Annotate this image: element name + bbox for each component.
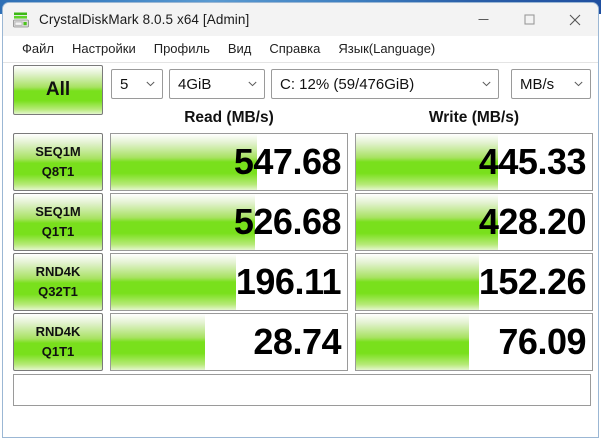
read-score-value: 196.11 xyxy=(235,261,342,302)
write-column-header: Write (MB/s) xyxy=(428,109,520,126)
read-column-header: Read (MB/s) xyxy=(184,109,274,126)
drive-select-value: C: 12% (59/476GiB) xyxy=(280,75,415,93)
test-label-line1: RND4K xyxy=(35,323,81,339)
drive-select-dropdown[interactable]: C: 12% (59/476GiB) xyxy=(271,69,499,99)
window-controls xyxy=(460,3,598,36)
read-score-cell: 28.74 xyxy=(110,313,348,371)
write-score-cell: 428.20 xyxy=(355,193,593,251)
write-score-value: 428.20 xyxy=(478,201,587,242)
close-button[interactable] xyxy=(552,3,598,36)
read-score-value: 28.74 xyxy=(253,321,341,362)
menu-item-profile[interactable]: Профиль xyxy=(153,41,210,56)
chevron-down-icon xyxy=(144,81,156,87)
test-count-value: 5 xyxy=(120,75,129,93)
read-score-cell: 547.68 xyxy=(110,133,348,191)
table-row: SEQ1M Q1T1 526.68 428.20 xyxy=(3,193,598,251)
title-bar: CrystalDiskMark 8.0.5 x64 [Admin] xyxy=(3,3,598,36)
write-bar-fill xyxy=(356,254,479,310)
menu-bar: Файл Настройки Профиль Вид Справка Язык(… xyxy=(3,36,598,63)
test-label-line1: SEQ1M xyxy=(35,143,81,159)
table-row: RND4K Q32T1 196.11 152.26 xyxy=(3,253,598,311)
unit-value: MB/s xyxy=(520,75,555,93)
read-score-value: 547.68 xyxy=(233,141,342,182)
read-score-cell: 196.11 xyxy=(110,253,348,311)
test-count-dropdown[interactable]: 5 xyxy=(111,69,163,99)
test-label-line2: Q1T1 xyxy=(41,344,75,359)
write-score-cell: 445.33 xyxy=(355,133,593,191)
crystaldiskmark-app-icon xyxy=(12,11,30,29)
chevron-down-icon xyxy=(246,81,258,87)
read-bar-fill xyxy=(111,134,258,190)
test-label-line2: Q8T1 xyxy=(41,164,75,179)
test-label-rnd4k-q32t1[interactable]: RND4K Q32T1 xyxy=(13,253,103,311)
write-bar-fill xyxy=(356,314,470,370)
table-row: RND4K Q1T1 28.74 76.09 xyxy=(3,313,598,371)
table-row: SEQ1M Q8T1 547.68 445.33 xyxy=(3,133,598,191)
write-score-value: 76.09 xyxy=(498,321,586,362)
write-score-value: 152.26 xyxy=(478,261,587,302)
test-label-rnd4k-q1t1[interactable]: RND4K Q1T1 xyxy=(13,313,103,371)
test-label-line2: Q1T1 xyxy=(41,224,75,239)
test-label-line2: Q32T1 xyxy=(38,284,78,299)
test-label-line1: RND4K xyxy=(35,263,81,279)
test-size-value: 4GiB xyxy=(178,75,212,93)
test-label-seq1m-q1t1[interactable]: SEQ1M Q1T1 xyxy=(13,193,103,251)
window-title: CrystalDiskMark 8.0.5 x64 [Admin] xyxy=(39,12,250,27)
menu-item-language[interactable]: Язык(Language) xyxy=(338,41,436,56)
chevron-down-icon xyxy=(572,81,584,87)
maximize-button[interactable] xyxy=(506,3,552,36)
run-all-button[interactable]: All xyxy=(13,65,103,115)
status-bar xyxy=(13,374,591,406)
chevron-down-icon xyxy=(480,81,492,87)
read-bar-fill xyxy=(111,254,237,310)
write-score-cell: 76.09 xyxy=(355,313,593,371)
menu-item-file[interactable]: Файл xyxy=(22,41,54,56)
minimize-button[interactable] xyxy=(460,3,506,36)
menu-item-settings[interactable]: Настройки xyxy=(71,41,136,56)
unit-dropdown[interactable]: MB/s xyxy=(511,69,591,99)
write-bar-fill xyxy=(356,194,498,250)
write-bar-fill xyxy=(356,134,498,190)
test-label-line1: SEQ1M xyxy=(35,203,81,219)
main-content: All 5 4GiB C: 12% (59/476GiB) xyxy=(3,63,598,437)
read-score-value: 526.68 xyxy=(233,201,342,242)
toolbar: 5 4GiB C: 12% (59/476GiB) xyxy=(3,69,598,101)
read-score-cell: 526.68 xyxy=(110,193,348,251)
menu-item-view[interactable]: Вид xyxy=(227,41,252,56)
write-score-value: 445.33 xyxy=(478,141,587,182)
read-bar-fill xyxy=(111,194,255,250)
test-label-seq1m-q8t1[interactable]: SEQ1M Q8T1 xyxy=(13,133,103,191)
menu-item-help[interactable]: Справка xyxy=(269,41,321,56)
test-size-dropdown[interactable]: 4GiB xyxy=(169,69,265,99)
read-bar-fill xyxy=(111,314,206,370)
write-score-cell: 152.26 xyxy=(355,253,593,311)
